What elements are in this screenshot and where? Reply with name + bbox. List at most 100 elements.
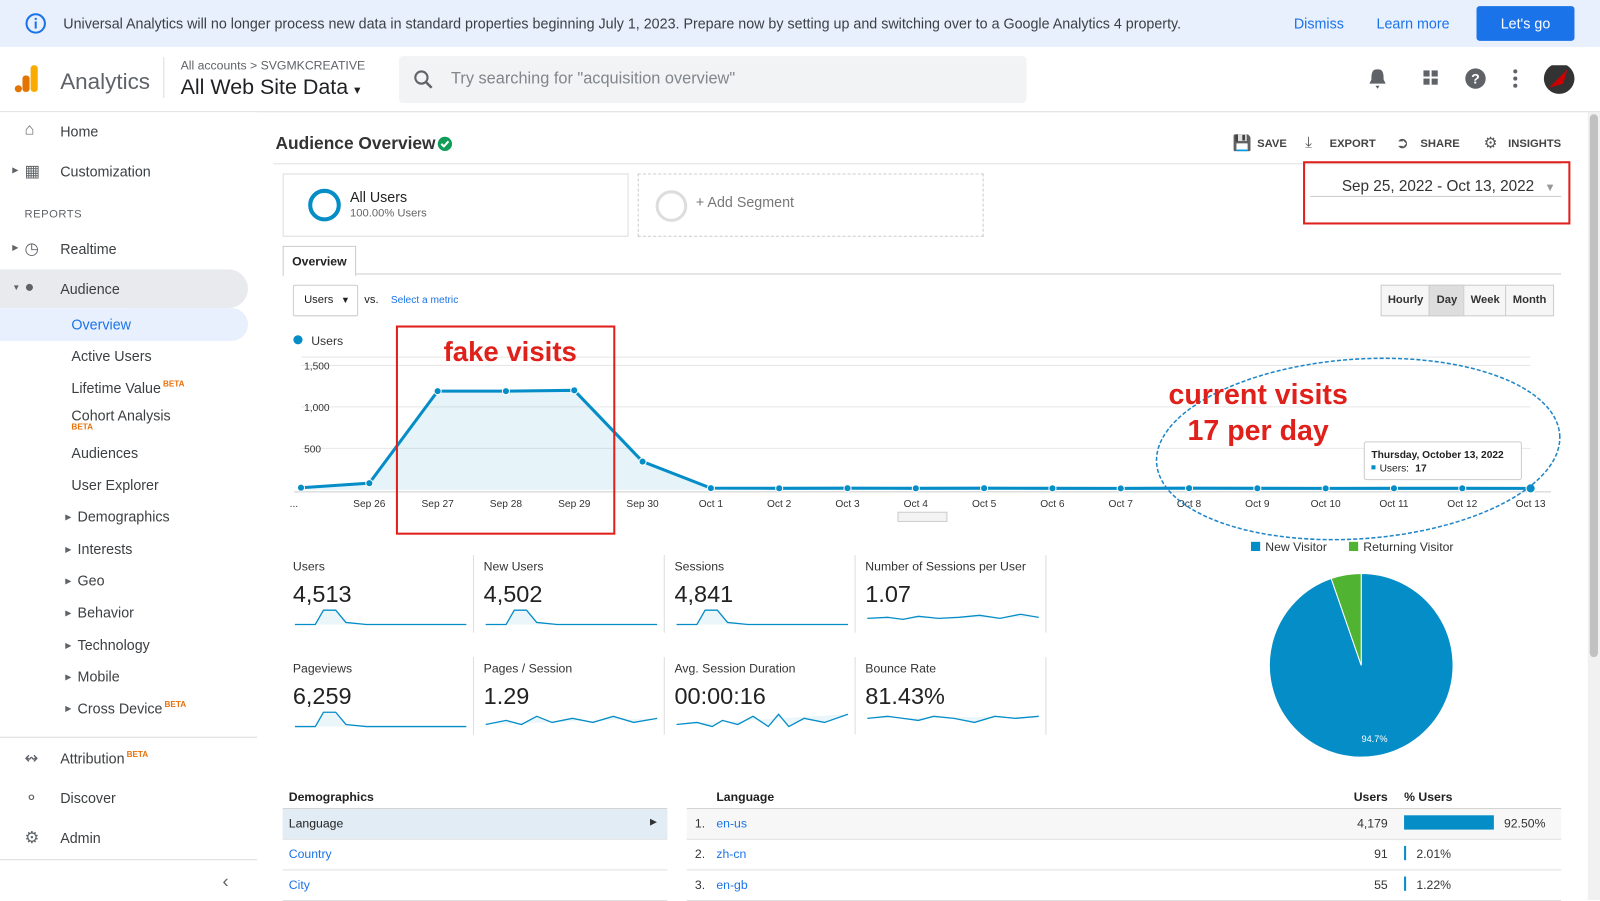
nav-subitem[interactable]: Audiences	[71, 445, 138, 461]
nav-label[interactable]: Behavior	[77, 604, 134, 621]
granularity-button[interactable]: Hourly	[1380, 284, 1431, 317]
nav-item[interactable]: Customization	[60, 163, 151, 180]
date-range-text[interactable]: Sep 25, 2022 - Oct 13, 2022	[1341, 177, 1535, 195]
nav-subitem[interactable]: ▶ Mobile	[65, 668, 120, 685]
point	[1321, 484, 1330, 493]
demographics-item[interactable]: Language	[288, 816, 344, 831]
view-name[interactable]: All Web Site Data	[180, 75, 349, 99]
nav-label[interactable]: User Explorer	[71, 476, 159, 493]
point	[1184, 484, 1194, 493]
nav-subitem[interactable]: ▶ Interests	[65, 540, 133, 558]
x-tick-label: Oct 10	[1311, 499, 1341, 510]
sparkline	[485, 715, 658, 726]
nav-label[interactable]: Lifetime Value	[71, 379, 161, 396]
nav-item[interactable]: Attribution BETA	[60, 750, 148, 766]
demographics-row-line	[282, 838, 668, 840]
nav-subitem[interactable]: ▶ Cross Device BETA	[65, 699, 187, 717]
nav-subitem[interactable]: Lifetime Value BETA	[71, 380, 184, 396]
nav-subitem[interactable]: ▶ Geo	[65, 572, 105, 589]
breadcrumb[interactable]: All accounts > SVGMKCREATIVE	[180, 58, 366, 73]
nav-subitem[interactable]: ▶ Technology	[65, 636, 150, 654]
action-button[interactable]: SAVE	[1257, 137, 1287, 150]
point	[638, 457, 647, 466]
legend-label: Returning Visitor	[1363, 540, 1453, 554]
segment[interactable]: All Users 100.00% Users	[282, 173, 629, 237]
action-icon: ⚙	[1483, 134, 1498, 153]
view-selector[interactable]: All Web Site Data ▾	[180, 75, 361, 99]
nav-label[interactable]: Cohort Analysis	[71, 407, 171, 424]
nav-item[interactable]: Realtime	[60, 240, 117, 258]
nav-subitem[interactable]: Active Users	[71, 348, 151, 364]
svg-text:?: ?	[1471, 72, 1480, 88]
scorecard-value: 4,502	[483, 580, 543, 608]
nav-label[interactable]: Attribution	[60, 749, 125, 767]
nav-subitem[interactable]: User Explorer	[71, 477, 158, 493]
area	[301, 390, 1531, 490]
x-tick-label: Sep 30	[626, 499, 659, 510]
nav-label[interactable]: Interests	[77, 540, 133, 558]
collapse[interactable]: ‹	[222, 871, 229, 892]
beta-badge: BETA	[164, 699, 187, 710]
nav-label[interactable]: Cross Device	[77, 699, 163, 717]
nav-label[interactable]: Active Users	[71, 347, 152, 365]
metric[interactable]: Users	[304, 293, 334, 307]
beta-badge: BETA	[126, 749, 149, 760]
action-icon: ⤓	[1305, 133, 1312, 152]
language[interactable]: zh-cn	[716, 846, 747, 862]
point	[365, 479, 374, 488]
demographics-item[interactable]: Country	[288, 846, 332, 862]
action-button[interactable]: SHARE	[1420, 137, 1460, 150]
x-tick-label: Oct 3	[835, 499, 860, 510]
learn-more[interactable]: Learn more	[1376, 15, 1450, 32]
search-icon	[414, 70, 433, 89]
date-range[interactable]: Sep 25, 2022 - Oct 13, 2022 ▼	[1341, 177, 1556, 195]
granularity-button[interactable]: Day	[1428, 284, 1466, 317]
language[interactable]: en-us	[716, 816, 747, 831]
nav-item[interactable]: Audience	[60, 280, 120, 297]
demographics-item[interactable]: City	[288, 877, 310, 892]
tooltip	[1363, 441, 1522, 481]
x-tick-label: Sep 26	[353, 499, 386, 510]
breadcrumb-item[interactable]: SVGMKCREATIVE	[260, 58, 366, 73]
select-metric[interactable]: Select a metric	[390, 294, 459, 307]
granularity-button[interactable]: Week	[1463, 284, 1508, 317]
y-tick-label: 1,000	[304, 403, 330, 414]
vs: vs.	[364, 293, 379, 307]
point	[911, 484, 920, 493]
point	[706, 484, 715, 493]
add-segment-label[interactable]: + Add Segment	[695, 193, 795, 211]
action-button[interactable]: INSIGHTS	[1508, 137, 1562, 150]
nav-item[interactable]: Admin	[60, 830, 100, 846]
nav-subitem[interactable]: Overview	[71, 316, 131, 332]
metric-select[interactable]: Users ▼	[292, 284, 359, 317]
nav-label[interactable]: Audiences	[71, 444, 139, 462]
nav-subitem[interactable]: Cohort Analysis BETA	[71, 407, 171, 431]
y-tick-label: 500	[304, 444, 321, 455]
nav-label[interactable]: Geo	[77, 572, 105, 589]
point	[1389, 484, 1399, 493]
dismiss[interactable]: Dismiss	[1293, 15, 1344, 32]
nav-label[interactable]: Overview	[71, 316, 131, 333]
cta-button[interactable]: Let's go	[1476, 6, 1575, 41]
table-row-line	[686, 869, 1562, 871]
nav-subitem[interactable]: ▶ Behavior	[65, 604, 134, 621]
beta-badge: BETA	[162, 379, 185, 389]
nav-item[interactable]: Home	[60, 123, 99, 140]
language[interactable]: en-gb	[716, 877, 748, 892]
nav-label[interactable]: Mobile	[77, 668, 120, 685]
search-box[interactable]: Try searching for "acquisition overview"	[398, 56, 1027, 104]
nav-label[interactable]: Discover	[60, 789, 116, 807]
x-tick-label: Oct 12	[1447, 499, 1477, 510]
add-segment[interactable]: + Add Segment	[637, 173, 984, 237]
breadcrumb-item[interactable]: All accounts	[180, 58, 247, 73]
nav-label[interactable]: Admin	[60, 829, 101, 846]
nav-subitem[interactable]: ▶ Demographics	[65, 508, 170, 525]
action-button[interactable]: EXPORT	[1329, 137, 1376, 150]
granularity-button[interactable]: Month	[1505, 284, 1555, 317]
header-icons: ?	[1369, 65, 1575, 94]
nav-item[interactable]: Discover	[60, 790, 116, 806]
nav-label[interactable]: Demographics	[77, 508, 170, 525]
nav-label[interactable]: Technology	[77, 636, 150, 654]
rank: 3.	[694, 877, 706, 892]
tab[interactable]: Overview	[282, 245, 357, 277]
